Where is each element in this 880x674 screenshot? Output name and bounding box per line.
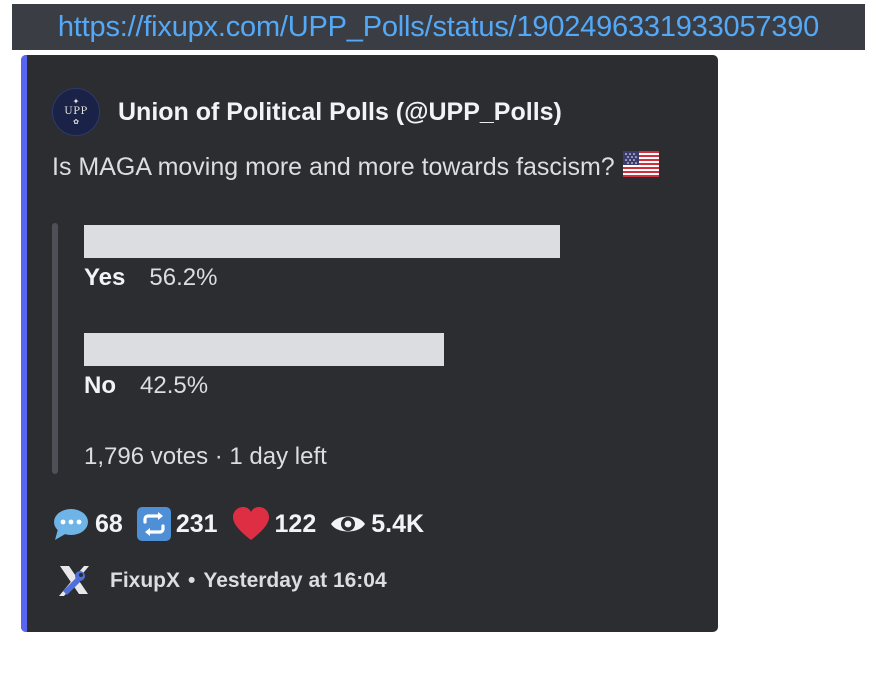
repeat-icon [136, 507, 171, 541]
likes-stat: 122 [232, 507, 317, 541]
avatar-text: UPP [64, 106, 88, 117]
poll-quote-line [52, 223, 58, 474]
description-text: Is MAGA moving more and more towards fas… [52, 153, 615, 181]
heart-icon [232, 507, 270, 541]
us-flag-icon [622, 151, 659, 184]
footer-separator: • [188, 569, 196, 592]
link-bar: https://fixupx.com/UPP_Polls/status/1902… [12, 4, 865, 50]
poll-bar-yes [84, 225, 560, 258]
replies-count: 68 [95, 509, 123, 538]
retweets-stat: 231 [136, 507, 218, 541]
views-count: 5.4K [371, 509, 425, 538]
embed-author: ✦ UPP ✿ Union of Political Polls (@UPP_P… [52, 88, 562, 136]
poll-option-yes: Yes 56.2% [84, 264, 217, 292]
poll-option-percent: 42.5% [140, 372, 209, 399]
avatar-laurel-icon: ✿ [73, 118, 79, 126]
likes-count: 122 [274, 509, 317, 538]
poll-option-percent: 56.2% [149, 264, 218, 291]
status-link[interactable]: https://fixupx.com/UPP_Polls/status/1902… [57, 10, 820, 43]
embed-description: Is MAGA moving more and more towards fas… [52, 151, 659, 184]
fixupx-icon [56, 564, 92, 598]
footer-timestamp: Yesterday at 16:04 [203, 569, 387, 592]
poll-bar-no [84, 333, 444, 366]
replies-stat: 68 [52, 507, 123, 541]
author-avatar[interactable]: ✦ UPP ✿ [52, 88, 100, 136]
author-name[interactable]: Union of Political Polls (@UPP_Polls) [118, 97, 562, 126]
retweets-count: 231 [175, 509, 218, 538]
poll: Yes 56.2% No 42.5% 1,796 votes · 1 day lef… [52, 223, 612, 474]
speech-bubble-icon [52, 507, 90, 541]
poll-option-no: No 42.5% [84, 372, 208, 400]
poll-option-label: Yes [84, 264, 126, 291]
poll-footer: 1,796 votes · 1 day left [84, 443, 327, 470]
embed-card: ✦ UPP ✿ Union of Political Polls (@UPP_P… [21, 55, 718, 632]
eye-icon [330, 512, 366, 536]
tweet-stats: 68 231 122 [52, 507, 438, 541]
embed-accent-bar [21, 55, 27, 632]
footer-provider: FixupX [110, 569, 181, 592]
views-stat: 5.4K [330, 510, 424, 539]
avatar-torch-icon: ✦ [72, 97, 80, 106]
poll-option-label: No [84, 372, 116, 399]
embed-footer: FixupX • Yesterday at 16:04 [56, 564, 387, 598]
